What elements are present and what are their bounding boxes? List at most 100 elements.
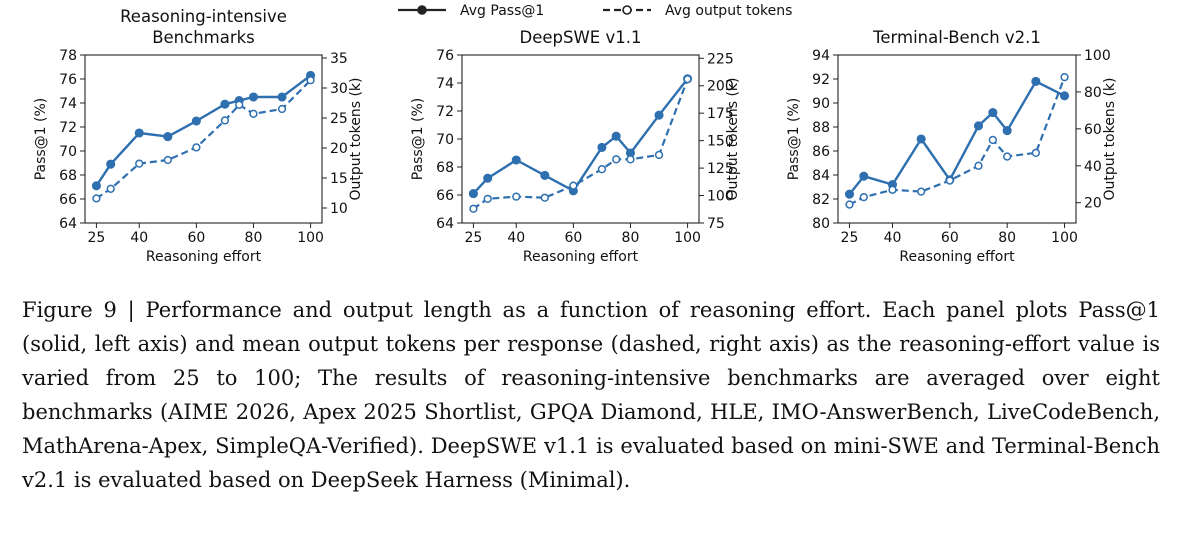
y-tick-label: 74 bbox=[436, 76, 454, 92]
series-line-pass1 bbox=[848, 80, 1066, 195]
y2-tick-label: 200 bbox=[707, 79, 734, 95]
y-tick-label: 84 bbox=[812, 168, 830, 184]
y-axis-label: Pass@1 (%) bbox=[33, 98, 49, 181]
x-tick-label: 100 bbox=[1051, 230, 1078, 246]
series-line-pass1 bbox=[472, 78, 689, 195]
y2-tick-label: 100 bbox=[1084, 48, 1111, 64]
data-point-output-tokens bbox=[626, 155, 635, 164]
data-point-output-tokens bbox=[597, 165, 607, 174]
plot-frame bbox=[837, 54, 1077, 224]
data-point-pass1 bbox=[611, 131, 621, 141]
y2-tick-label: 80 bbox=[1084, 85, 1102, 101]
data-point-output-tokens bbox=[135, 159, 144, 168]
y2-tick-label: 15 bbox=[330, 171, 348, 187]
y-tick-label: 74 bbox=[59, 96, 77, 112]
y-tick-label: 70 bbox=[436, 132, 454, 148]
data-point-output-tokens bbox=[1031, 148, 1041, 157]
y-tick-label: 64 bbox=[59, 216, 77, 232]
data-point-output-tokens bbox=[249, 109, 258, 118]
figure-caption: Figure 9 | Performance and output length… bbox=[22, 293, 1160, 497]
chart-title-line-1: Reasoning-intensive bbox=[120, 7, 287, 26]
y2-tick-label: 20 bbox=[1084, 196, 1102, 212]
y-tick-label: 68 bbox=[436, 160, 454, 176]
data-point-pass1 bbox=[973, 121, 984, 131]
data-point-output-tokens bbox=[917, 187, 926, 196]
caption-label: Figure 9 | bbox=[22, 298, 146, 322]
series-line-pass1 bbox=[95, 74, 312, 187]
data-point-output-tokens bbox=[974, 161, 983, 170]
data-point-output-tokens bbox=[277, 104, 287, 114]
data-point-output-tokens bbox=[888, 185, 897, 194]
y-tick-label: 82 bbox=[812, 192, 830, 208]
data-point-pass1 bbox=[916, 134, 926, 144]
y-tick-label: 92 bbox=[812, 72, 830, 88]
x-tick-label: 60 bbox=[187, 230, 205, 246]
legend-label-1: Avg Pass@1 bbox=[460, 3, 544, 19]
y2-tick-label: 100 bbox=[707, 189, 734, 205]
data-point-output-tokens bbox=[512, 192, 521, 201]
x-tick-label: 40 bbox=[507, 230, 525, 246]
x-axis-label: Reasoning effort bbox=[523, 249, 639, 265]
x-tick-label: 25 bbox=[465, 230, 483, 246]
data-point-pass1 bbox=[277, 92, 287, 102]
y-tick-label: 80 bbox=[812, 216, 830, 232]
y2-tick-label: 10 bbox=[330, 201, 348, 217]
series-line-output-tokens bbox=[848, 76, 1066, 206]
data-point-output-tokens bbox=[163, 155, 172, 165]
x-tick-label: 100 bbox=[297, 230, 324, 246]
y2-tick-label: 175 bbox=[707, 106, 734, 122]
figure-svg: Avg Pass@1 Avg output tokens Reasoning-int… bbox=[33, 3, 1118, 265]
data-point-output-tokens bbox=[945, 176, 954, 185]
y2-tick-label: 40 bbox=[1084, 159, 1102, 175]
y-axis-label: Pass@1 (%) bbox=[410, 98, 426, 181]
x-tick-label: 60 bbox=[564, 230, 582, 246]
x-tick-label: 40 bbox=[130, 230, 148, 246]
legend-label-2: Avg output tokens bbox=[665, 3, 792, 19]
y2-tick-label: 75 bbox=[707, 216, 725, 232]
y2-tick-label: 150 bbox=[707, 134, 734, 150]
y-tick-label: 66 bbox=[59, 192, 77, 208]
y2-axis-label: Output tokens (k) bbox=[348, 77, 364, 200]
series-line-output-tokens bbox=[95, 79, 312, 200]
y-tick-label: 76 bbox=[59, 72, 77, 88]
y-tick-label: 76 bbox=[436, 48, 454, 64]
plot-frame bbox=[84, 54, 323, 224]
data-point-pass1 bbox=[220, 99, 230, 109]
data-point-output-tokens bbox=[1003, 152, 1012, 161]
x-tick-label: 80 bbox=[245, 230, 263, 246]
data-point-pass1 bbox=[511, 155, 521, 165]
data-point-pass1 bbox=[106, 159, 116, 169]
data-point-output-tokens bbox=[469, 204, 478, 213]
data-point-output-tokens bbox=[92, 194, 101, 203]
data-point-pass1 bbox=[468, 189, 478, 199]
y-tick-label: 66 bbox=[436, 188, 454, 204]
data-point-output-tokens bbox=[306, 76, 315, 85]
data-point-pass1 bbox=[988, 108, 998, 118]
y-tick-label: 72 bbox=[59, 120, 77, 136]
x-axis-label: Reasoning effort bbox=[899, 249, 1015, 265]
y2-tick-label: 60 bbox=[1084, 122, 1102, 138]
y-tick-label: 90 bbox=[812, 96, 830, 112]
x-tick-label: 40 bbox=[884, 230, 902, 246]
y-tick-label: 72 bbox=[436, 104, 454, 120]
y2-tick-label: 225 bbox=[707, 51, 734, 67]
y-tick-label: 64 bbox=[436, 216, 454, 232]
y-tick-label: 94 bbox=[812, 48, 830, 64]
chart-panel-3: Terminal-Bench v2.1 25 40 60 80 100 80 82 84 86 88… bbox=[786, 28, 1118, 265]
y-axis-label: Pass@1 (%) bbox=[786, 98, 802, 181]
data-point-pass1 bbox=[1031, 76, 1041, 86]
chart-title: DeepSWE v1.1 bbox=[520, 28, 642, 47]
chart-title-line-2: Benchmarks bbox=[152, 28, 255, 47]
data-point-pass1 bbox=[859, 171, 869, 181]
data-point-output-tokens bbox=[988, 135, 997, 145]
x-tick-label: 60 bbox=[941, 230, 959, 246]
x-tick-label: 25 bbox=[841, 230, 859, 246]
chart-panel-1: Reasoning-intensive Benchmarks 25 40 60 80 100… bbox=[33, 7, 364, 265]
y-tick-label: 70 bbox=[59, 144, 77, 160]
data-point-output-tokens bbox=[612, 155, 621, 164]
data-point-output-tokens bbox=[569, 181, 578, 190]
caption-text: Performance and output length as a funct… bbox=[22, 298, 1160, 492]
data-point-pass1 bbox=[134, 128, 144, 138]
x-tick-label: 80 bbox=[622, 230, 640, 246]
y-tick-label: 88 bbox=[812, 120, 830, 136]
